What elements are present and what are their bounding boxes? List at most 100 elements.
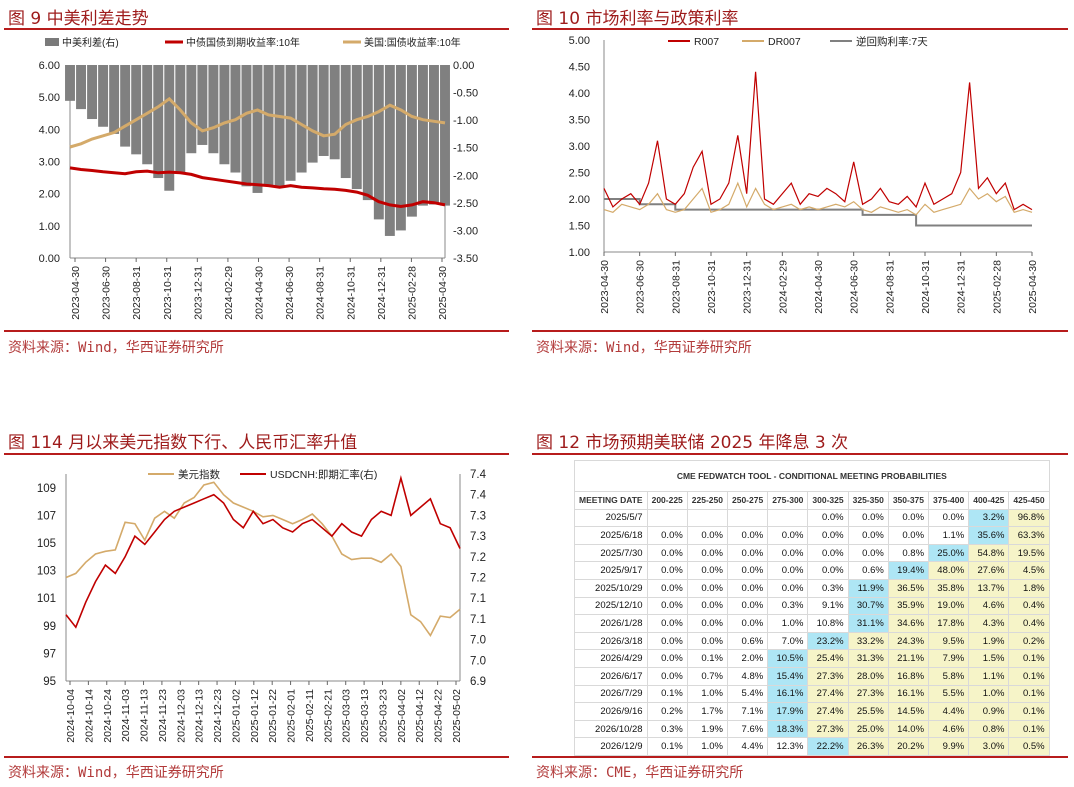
fig10-xtick-label: 2025-02-28 [991,260,1003,314]
fig9-spread-bar [208,65,219,154]
fedwatch-cell: 19.5% [1008,543,1050,563]
fedwatch-cell: 30.7% [847,596,889,616]
fedwatch-cell: 0.1% [646,684,688,704]
fedwatch-cell: 35.8% [928,578,970,598]
fedwatch-cell: 0.0% [928,508,970,528]
fedwatch-cell: 0.1% [1008,649,1050,668]
fig9-xtick-label: 2024-02-29 [223,266,235,320]
fig10-ytick: 5.00 [569,35,590,47]
fedwatch-cell: 34.6% [887,614,930,633]
fedwatch-cell: 0.0% [686,578,729,598]
fedwatch-cell: 0.0% [726,578,769,598]
fig10-ytick: 4.00 [569,88,590,100]
fig11-xtick-label: 2024-10-14 [83,689,95,743]
fig9-xtick-label: 2023-12-31 [192,266,204,320]
fedwatch-cell: 22.2% [807,737,849,756]
fig9-spread-bar [131,65,142,155]
fig11-ytick-right: 7.1 [470,614,486,626]
fedwatch-cell: 0.0% [807,526,849,545]
fig9-spread-bar [329,65,340,160]
fig9-source-rule [4,330,509,332]
fedwatch-meeting-date: 2026/6/17 [574,666,648,686]
fedwatch-cell: 0.7% [686,666,729,686]
fig9-spread-bar [186,65,197,154]
fedwatch-cell: 1.9% [968,631,1010,651]
fig9-spread-bar [384,65,395,236]
fig9-spread-bar [440,65,450,206]
fig10-xtick-label: 2024-10-31 [920,260,932,314]
fedwatch-cell: 54.8% [968,543,1010,563]
fedwatch-column-header: 375-400 [928,491,970,510]
fig11-legend-label: USDCNH:即期汇率(右) [270,468,377,481]
fig10-dr007-line [603,181,1033,216]
fig9-spread-bar [395,65,406,231]
fig9-spread-bar [429,65,439,205]
fig9-spread-bar [296,65,307,173]
fig11-xtick-label: 2025-02-21 [322,689,334,743]
fig9-spread-bar [318,65,329,156]
fedwatch-cell: 4.3% [968,614,1010,633]
fedwatch-cell [686,508,729,528]
fig11-ytick-right: 7.4 [470,469,487,481]
fedwatch-cell: 13.7% [968,578,1010,598]
fedwatch-row: 2026/10/28 0.3% 1.9% 7.6% 18.3% 27.3% 25.0% 14.… [574,719,1050,739]
fig9-spread-bar [153,65,164,179]
fedwatch-cell: 0.5% [1008,737,1050,756]
fedwatch-cell: 9.9% [928,737,970,756]
fedwatch-row: 2026/3/18 0.0% 0.0% 0.6% 7.0% 23.2% 33.2% 24.3%… [574,631,1050,651]
fedwatch-row: 2025/12/10 0.0% 0.0% 0.0% 0.3% 9.1% 30.7% 35.9%… [574,596,1050,616]
fedwatch-cell: 4.8% [726,666,769,686]
fedwatch-table-title: CME FEDWATCH TOOL - CONDITIONAL MEETING … [574,460,1050,492]
fig12-source: 资料来源：CME，华西证券研究所 [536,765,744,781]
fedwatch-cell: 0.0% [646,614,688,633]
fedwatch-cell: 1.1% [968,666,1010,686]
fedwatch-cell: 0.4% [1008,614,1050,633]
fig11-xtick-label: 2025-02-01 [286,689,298,743]
fedwatch-cell: 0.1% [1008,719,1050,739]
fig10-legend-label: DR007 [768,36,801,48]
fig10-ytick: 2.50 [569,168,590,180]
fig9-spread-bar [263,65,274,187]
fig10-xtick-label: 2024-08-31 [884,260,896,314]
fedwatch-header-row: MEETING DATE 200-225 225-250 250-275 275-300… [574,491,1050,510]
fedwatch-cell: 0.2% [1008,631,1050,651]
fedwatch-column-header: 400-425 [968,491,1010,510]
fig11-ytick-left: 99 [43,621,56,633]
fedwatch-cell: 4.6% [968,596,1010,616]
fedwatch-cell: 7.9% [928,649,970,668]
fedwatch-row: 2025/7/30 0.0% 0.0% 0.0% 0.0% 0.0% 0.0% 0.8% 25.… [574,543,1050,563]
fedwatch-cell: 10.8% [807,614,849,633]
fedwatch-row: 2026/9/16 0.2% 1.7% 7.1% 17.9% 27.4% 25.5% 14.5… [574,702,1050,721]
fedwatch-cell: 4.4% [928,702,970,721]
fedwatch-row: 2025/6/18 0.0% 0.0% 0.0% 0.0% 0.0% 0.0% 0.0% 1.1… [574,526,1050,545]
fig10-xtick-label: 2024-02-29 [777,260,789,314]
fig9-spread-bar [406,65,417,217]
fig9-spread-bar [87,65,98,120]
fig11-xtick-label: 2024-12-23 [212,689,224,743]
fig11-ytick-right: 7.3 [470,531,486,543]
fedwatch-cell: 0.2% [646,702,688,721]
fig9-xtick-label: 2023-08-31 [131,266,143,320]
fig10-xtick-label: 2023-10-31 [706,260,718,314]
fig11-xtick-label: 2024-11-03 [120,689,132,742]
fedwatch-column-header: 200-225 [646,491,688,510]
fedwatch-row: 2025/10/29 0.0% 0.0% 0.0% 0.0% 0.3% 11.9% 36.5%… [574,578,1050,598]
fig9-xtick-label: 2025-02-28 [406,266,418,320]
fig11-legend-label: 美元指数 [178,468,220,481]
fig9-ytick-right: -1.50 [453,143,478,155]
fedwatch-cell: 4.6% [928,719,970,739]
fig9-title-rule [4,28,509,30]
fig11-xtick-label: 2024-10-04 [65,689,77,743]
fedwatch-meeting-date: 2025/7/30 [574,543,648,563]
fig11-ytick-right: 7.0 [470,635,486,647]
fig9-ytick-right: -3.50 [453,253,478,265]
fedwatch-cell: 16.1% [887,684,930,704]
fig11-ytick-left: 97 [43,648,56,660]
fedwatch-cell: 0.6% [726,631,769,651]
fig9-xtick-label: 2024-06-30 [284,266,296,320]
fig11-chart: 95 97 99 101 103 105 107 109 6.9 7.0 7.0 7.1 7.1 7.2 7… [37,468,487,743]
fedwatch-cell: 0.0% [767,578,809,598]
fig9-spread-bar [252,65,263,193]
fedwatch-cell: 28.0% [847,666,889,686]
fedwatch-cell: 48.0% [928,561,970,580]
